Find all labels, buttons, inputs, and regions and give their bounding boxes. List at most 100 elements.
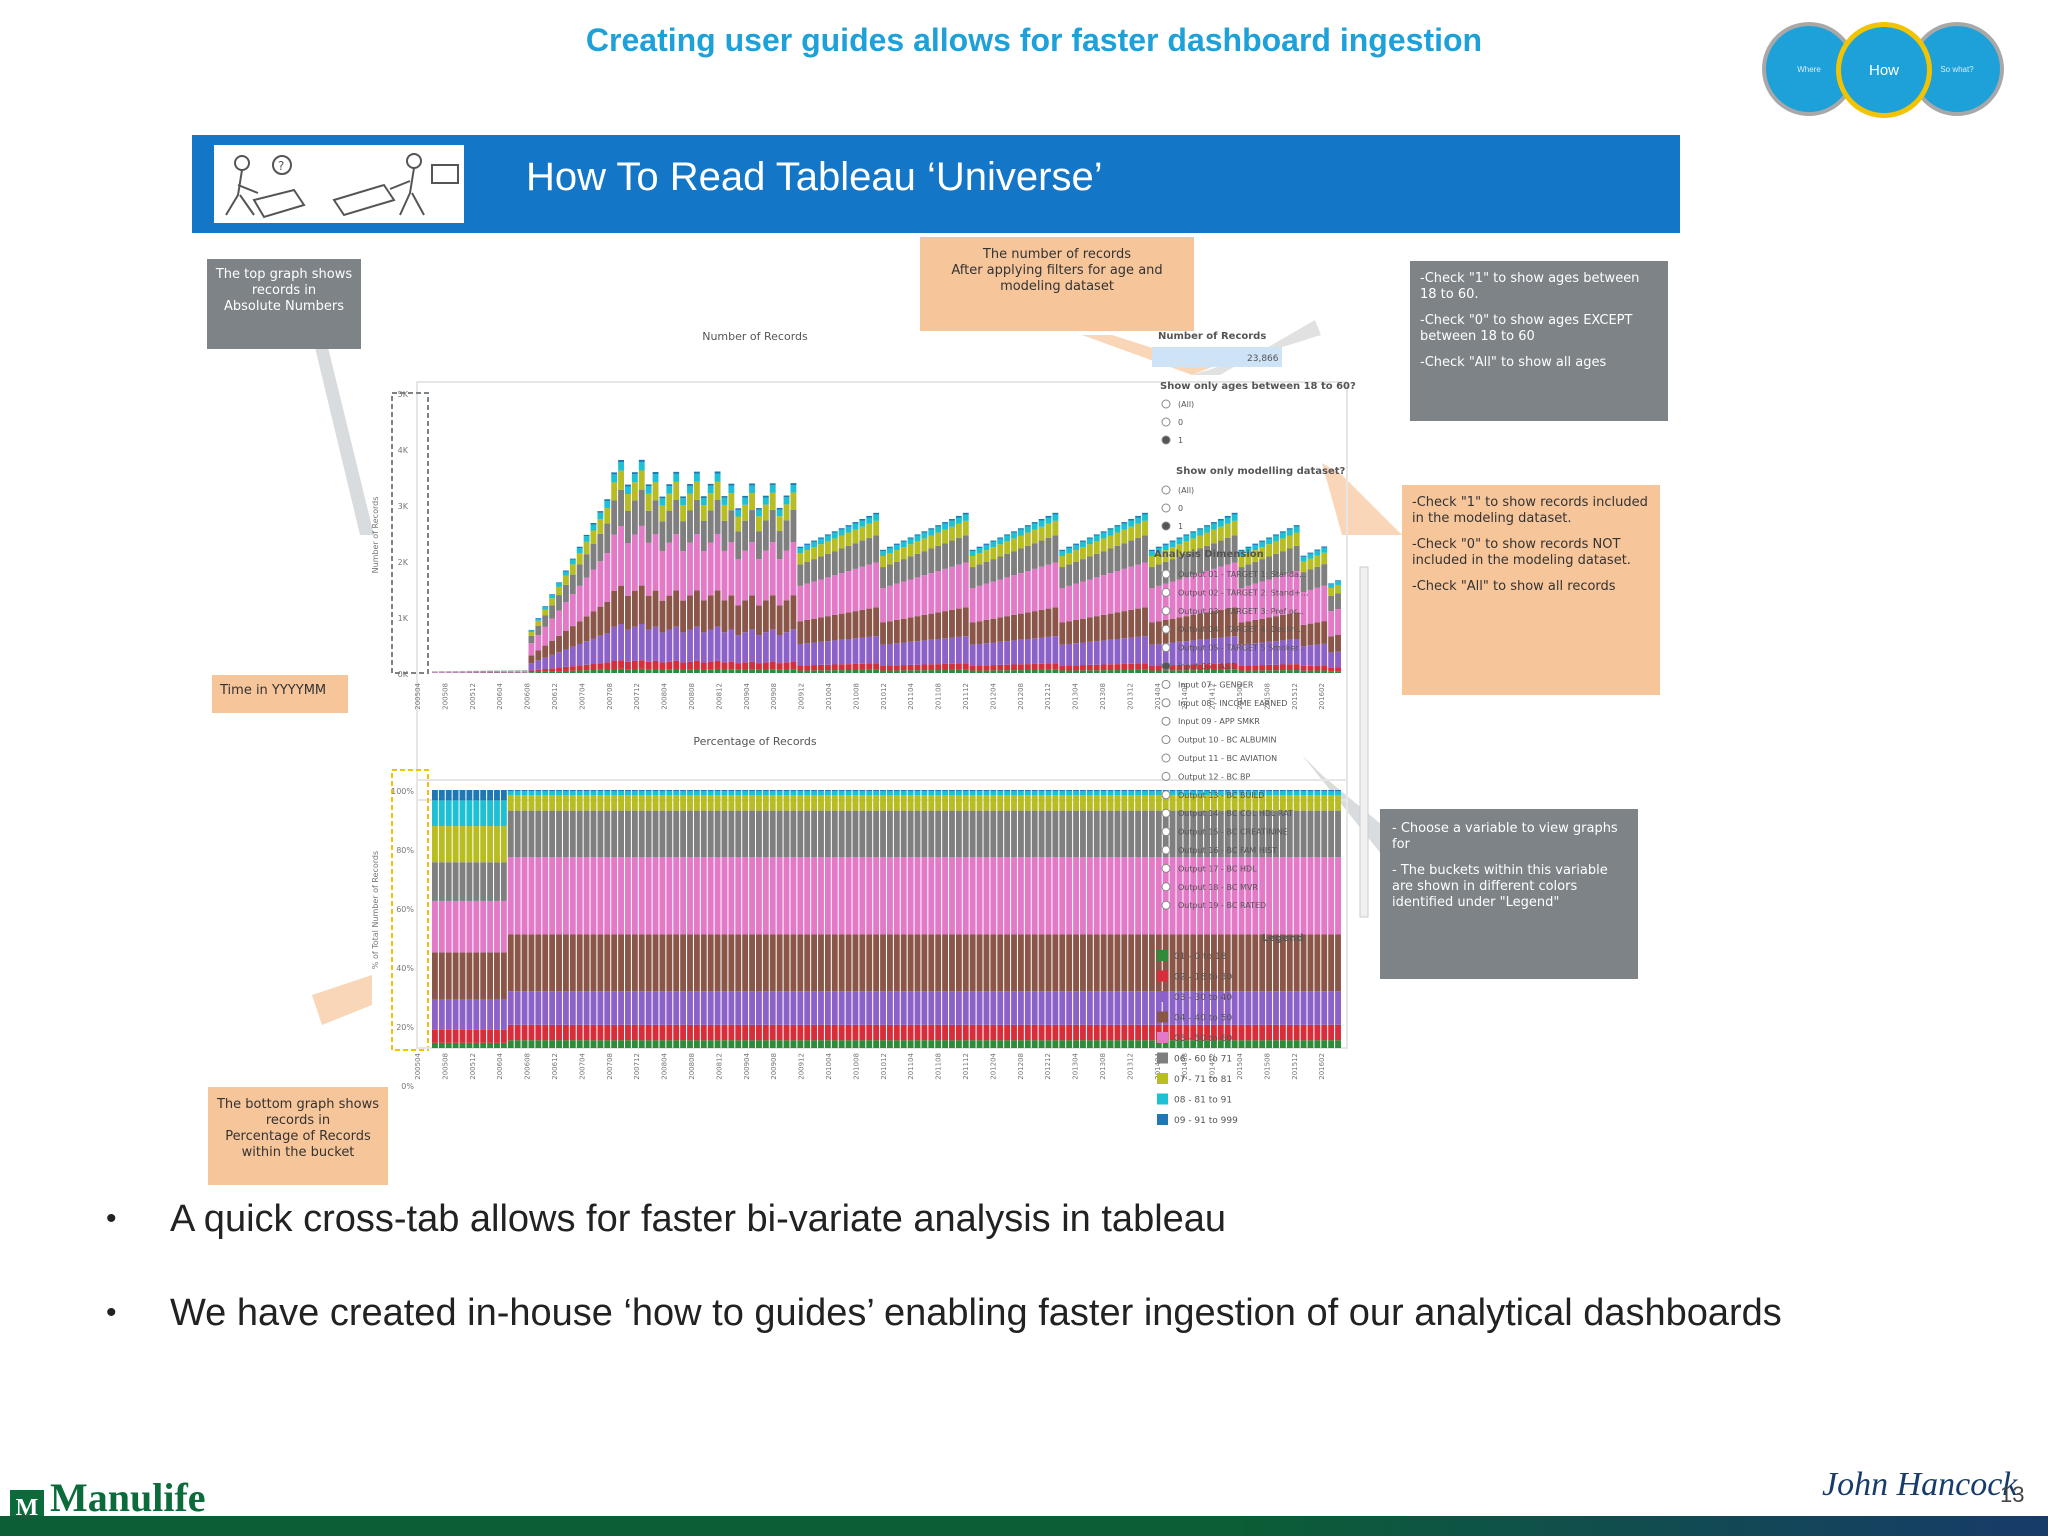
top-bar-segment (1045, 515, 1052, 518)
top-bar-segment (1100, 538, 1107, 552)
bottom-bar-segment (1190, 857, 1197, 935)
top-bar-segment (907, 556, 914, 580)
top-bar-segment (1059, 551, 1066, 556)
top-bar-segment (1066, 546, 1073, 548)
top-bar-segment (921, 614, 928, 641)
bottom-bar-segment (962, 991, 969, 1025)
bottom-bar-segment (1038, 810, 1045, 858)
top-bar-segment (1217, 609, 1224, 638)
top-bar-segment (831, 551, 838, 576)
bottom-bar-segment (542, 810, 549, 858)
bottom-bar-segment (542, 991, 549, 1025)
top-bar-segment (942, 522, 949, 524)
top-bar-segment (1080, 642, 1086, 666)
bottom-bar-segment (824, 795, 831, 811)
legend-label: 07 - 71 to 81 (1174, 1075, 1232, 1085)
bottom-bar-segment (1100, 790, 1107, 792)
bottom-bar-segment (907, 1024, 914, 1041)
bottom-bar-segment (652, 795, 659, 811)
x-tick-label: 200908 (770, 683, 778, 710)
bottom-bar-segment (728, 991, 735, 1025)
top-bar-segment (1197, 528, 1204, 530)
bottom-bar-segment (1293, 1040, 1300, 1048)
bottom-bar-segment (700, 934, 707, 992)
bottom-bar-segment (432, 826, 438, 863)
bottom-bar-segment (1245, 991, 1252, 1025)
bottom-bar-segment (666, 1024, 673, 1041)
top-bar-segment (949, 609, 955, 638)
bottom-bar-segment (1273, 1040, 1279, 1048)
x-tick-label: 200712 (633, 1053, 641, 1080)
bottom-bar-segment (528, 790, 535, 792)
bottom-bar-segment (597, 934, 604, 992)
top-bar-segment (983, 543, 990, 545)
bottom-bar-segment (487, 1029, 494, 1043)
top-bar-segment (1176, 538, 1183, 545)
top-bar-segment (666, 486, 673, 494)
x-tick-label: 200612 (551, 683, 559, 710)
top-bar-segment (1162, 544, 1169, 551)
top-bar-segment (976, 621, 983, 644)
bottom-bar-segment (831, 857, 838, 935)
bottom-bar-segment (1004, 791, 1011, 796)
top-bar-segment (1024, 545, 1031, 571)
bottom-bar-segment (1073, 857, 1079, 935)
top-bar-segment (1066, 564, 1073, 586)
top-bar-segment (1135, 663, 1142, 670)
bottom-bar-segment (1135, 1024, 1142, 1041)
bottom-bar-segment (652, 810, 659, 858)
bottom-bar-segment (928, 795, 935, 811)
top-bar-segment (1017, 664, 1024, 671)
bottom-bar-segment (1135, 795, 1142, 811)
bottom-bar-segment (631, 857, 638, 935)
bottom-bar-segment (1238, 795, 1245, 811)
bottom-bar-segment (866, 1040, 873, 1048)
top-bar-segment (714, 668, 721, 673)
bottom-bar-segment (880, 790, 886, 792)
top-bar-segment (976, 670, 983, 673)
top-bar-segment (1107, 573, 1114, 614)
x-tick-label: 200704 (578, 1052, 586, 1079)
top-bar-segment (1142, 607, 1148, 637)
bottom-bar-segment (666, 991, 673, 1025)
bottom-bar-segment (1052, 991, 1059, 1025)
top-bar-segment (1114, 612, 1121, 639)
bottom-bar-segment (618, 857, 624, 935)
bottom-bar-segment (1217, 791, 1224, 796)
top-bar-segment (618, 585, 624, 625)
bottom-bar-segment (576, 791, 583, 796)
bottom-bar-segment (480, 952, 487, 999)
bottom-bar-segment (859, 1040, 866, 1048)
top-bar-segment (590, 638, 597, 664)
bottom-bar-segment (1100, 934, 1107, 992)
top-bar-segment (1066, 553, 1073, 565)
bottom-bar-segment (1155, 857, 1162, 935)
top-bar-segment (652, 668, 659, 673)
top-bar-segment (790, 629, 797, 662)
bottom-bar-segment (604, 1040, 611, 1048)
bottom-bar-segment (1017, 795, 1024, 811)
top-bar-segment (1190, 531, 1197, 533)
top-bar-segment (645, 542, 652, 596)
bottom-bar-segment (459, 1042, 466, 1048)
top-bar-segment (935, 638, 942, 665)
top-bar-segment (604, 669, 611, 673)
bottom-bar-segment (500, 790, 507, 801)
bottom-bar-segment (824, 810, 831, 858)
nav-how[interactable]: How (1836, 22, 1932, 118)
x-tick-label: 201108 (935, 683, 943, 710)
bottom-bar-segment (962, 934, 969, 992)
top-bar-segment (1128, 609, 1135, 638)
bottom-bar-segment (638, 991, 645, 1025)
bottom-bar-segment (838, 857, 845, 935)
top-bar-segment (914, 664, 921, 671)
top-bar-segment (1169, 665, 1176, 671)
top-bar-segment (652, 626, 659, 661)
top-bar-segment (969, 549, 976, 552)
bottom-bar-segment (1107, 1040, 1114, 1048)
top-bar-segment (1059, 622, 1066, 645)
bottom-bar-segment (466, 790, 473, 801)
top-bar-segment (1031, 638, 1038, 664)
bottom-bar-segment (494, 998, 500, 1030)
bottom-bar-segment (1031, 934, 1038, 992)
